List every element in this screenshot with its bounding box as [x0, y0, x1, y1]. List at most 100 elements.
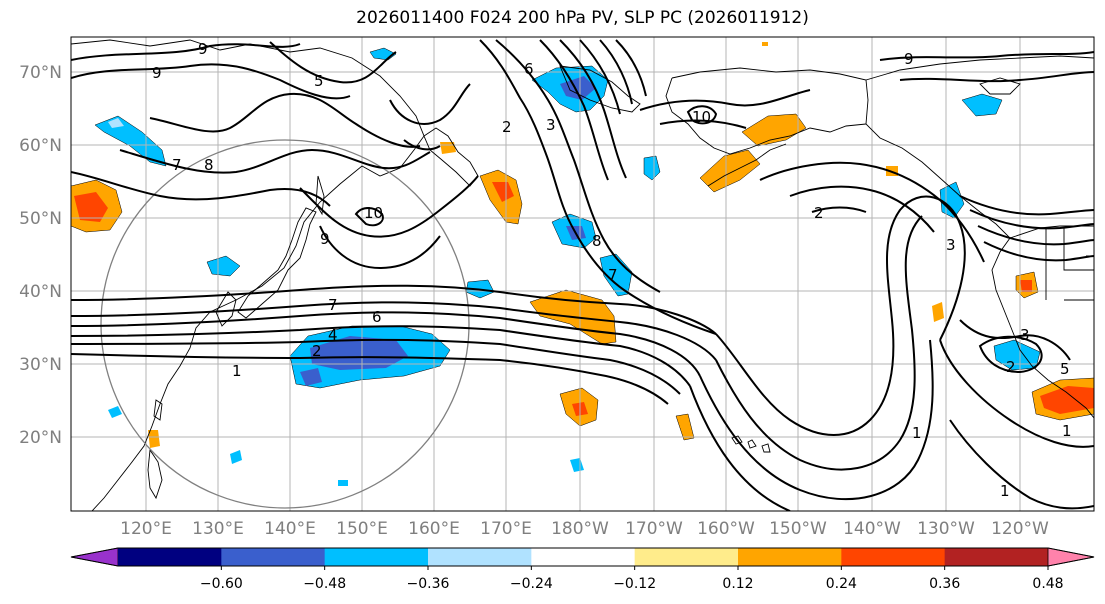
coastline-canada [865, 55, 1094, 81]
pv-anomaly-area [440, 142, 456, 154]
contour-line [149, 92, 421, 148]
map-title: 2026011400 F024 200 hPa PV, SLP PC (2026… [356, 8, 809, 28]
lat-label: 70°N [19, 63, 62, 83]
contour-line [689, 385, 791, 511]
longitude-labels: 120°E 130°E 140°E 150°E 160°E 170°E 180°… [120, 519, 1049, 539]
colorbar-outline [70, 547, 1095, 567]
colorbar-segment [324, 548, 429, 566]
contour-line [659, 119, 747, 129]
pv-anomaly-area [108, 406, 122, 418]
colorbar-segment [531, 548, 636, 566]
contour-label: 3 [546, 116, 556, 134]
contour-label: 8 [204, 156, 214, 174]
contour-line [599, 39, 633, 105]
contour-line [879, 51, 1094, 61]
contour-line [615, 39, 647, 97]
contour-line [71, 63, 351, 100]
contour-label: 1 [232, 362, 242, 380]
contour-line [811, 206, 867, 213]
lat-label: 20°N [19, 428, 62, 448]
colorbar-tick-label: 0.36 [929, 576, 960, 592]
pv-anomaly-area [762, 42, 768, 46]
contour-label: 2 [312, 342, 322, 360]
colorbar-segment [738, 548, 842, 566]
contour-line [71, 311, 701, 377]
coastline-arctic-islands [979, 77, 1021, 95]
contour-line [939, 339, 1094, 448]
pv-anomaly-area [300, 368, 322, 386]
colorbar-segment [841, 548, 946, 566]
pv-anomaly-area [338, 480, 348, 486]
coastline-hawaii [731, 435, 771, 453]
contour-line [977, 225, 1094, 246]
contour-label: 7 [608, 266, 618, 284]
lon-label: 130°W [917, 519, 975, 539]
border-states [1045, 228, 1094, 301]
pv-anomaly-area [560, 76, 596, 100]
contour-line [319, 225, 441, 270]
lat-label: 60°N [19, 136, 62, 156]
lon-label: 120°W [991, 519, 1049, 539]
lon-label: 160°E [408, 519, 460, 539]
contour-line [479, 39, 717, 335]
contour-line [899, 71, 1094, 83]
pv-anomaly-area [1020, 280, 1032, 292]
contour-line [978, 335, 1043, 374]
pv-anomaly-area [94, 115, 167, 167]
contour-line [71, 325, 691, 387]
pv-anomaly-area [599, 253, 633, 297]
contour-label: 1 [1000, 482, 1010, 500]
coastline-philippines [147, 448, 163, 500]
coastline-alaska-west [665, 77, 867, 155]
contour-line [71, 301, 717, 361]
lon-label: 130°E [192, 519, 244, 539]
contour-line [949, 419, 1094, 510]
contour-line [969, 209, 1094, 230]
contour-label: 8 [592, 232, 602, 250]
contour-label: 2 [814, 204, 824, 222]
contour-label: 5 [314, 72, 324, 90]
pv-anomaly-area [492, 182, 514, 202]
map-content: 9 9 5 6 2 3 7 8 10 9 10 7 6 4 2 1 8 7 2 … [71, 37, 1094, 511]
colorbar-tick-label: −0.24 [510, 576, 553, 592]
colorbar-segment [1047, 547, 1095, 567]
colorbar-tick-label: 0.48 [1032, 576, 1063, 592]
contour-label: 10 [692, 108, 711, 126]
contour-line [559, 39, 627, 179]
contour-label: 10 [364, 204, 383, 222]
contour-line [789, 185, 935, 233]
contour-line [299, 175, 479, 238]
colorbar-tick-label: 0.12 [722, 576, 753, 592]
contour-line [119, 148, 431, 174]
colorbar-tick-label: −0.60 [200, 576, 243, 592]
pv-anomaly-area [230, 450, 242, 464]
colorbar-tick-label: −0.36 [407, 576, 450, 592]
coastline-asia [71, 39, 425, 511]
lon-label: 120°E [120, 519, 172, 539]
contour-line [686, 105, 718, 125]
colorbar-segment [634, 548, 739, 566]
coastline-japan [237, 207, 317, 319]
contour-line [71, 353, 669, 405]
contour-line [389, 83, 471, 125]
lat-label: 30°N [19, 355, 62, 375]
pv-anomaly-area [675, 413, 695, 441]
contour-label: 7 [328, 296, 338, 314]
contours [71, 39, 1094, 511]
lat-label: 50°N [19, 209, 62, 229]
pv-anomaly-area [108, 118, 124, 128]
lon-label: 140°W [843, 519, 901, 539]
contour-label: 9 [198, 40, 208, 58]
coastline-chukotka [559, 65, 641, 113]
lon-label: 150°W [769, 519, 827, 539]
latitude-labels: 70°N 60°N 50°N 40°N 30°N 20°N [19, 63, 62, 448]
colorbar-tick-label: −0.12 [613, 576, 656, 592]
colorbar-tick-label: 0.24 [826, 576, 857, 592]
contour-line [269, 41, 397, 84]
contour-line [539, 39, 609, 181]
contour-label: 1 [1062, 422, 1072, 440]
colorbar-tick-label: −0.48 [303, 576, 346, 592]
lon-label: 160°W [697, 519, 755, 539]
coastline-alaska [671, 67, 1094, 419]
